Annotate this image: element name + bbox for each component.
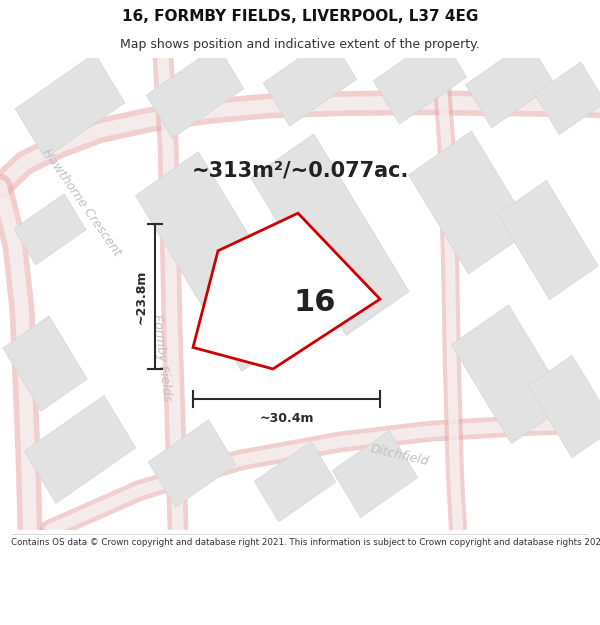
Polygon shape <box>254 441 336 522</box>
Polygon shape <box>263 36 356 126</box>
Text: Contains OS data © Crown copyright and database right 2021. This information is : Contains OS data © Crown copyright and d… <box>11 538 600 547</box>
Polygon shape <box>466 41 554 128</box>
Text: Ditchfield: Ditchfield <box>370 442 431 468</box>
Polygon shape <box>148 420 236 507</box>
Text: 16: 16 <box>294 288 336 317</box>
Polygon shape <box>409 131 532 274</box>
Text: Hawthorne Crescent: Hawthorne Crescent <box>40 146 124 259</box>
Text: 16, FORMBY FIELDS, LIVERPOOL, L37 4EG: 16, FORMBY FIELDS, LIVERPOOL, L37 4EG <box>122 9 478 24</box>
Polygon shape <box>498 181 598 300</box>
Polygon shape <box>332 431 418 518</box>
Polygon shape <box>14 194 86 265</box>
Polygon shape <box>146 46 244 138</box>
Polygon shape <box>136 152 305 371</box>
Polygon shape <box>15 53 125 158</box>
Text: ~23.8m: ~23.8m <box>134 269 148 324</box>
Polygon shape <box>373 34 467 124</box>
Polygon shape <box>193 213 380 369</box>
Polygon shape <box>452 305 568 444</box>
Polygon shape <box>3 316 87 411</box>
Text: ~313m²/~0.077ac.: ~313m²/~0.077ac. <box>191 160 409 180</box>
Text: Map shows position and indicative extent of the property.: Map shows position and indicative extent… <box>120 38 480 51</box>
Text: Formby Fields: Formby Fields <box>150 314 174 402</box>
Polygon shape <box>251 134 409 336</box>
Polygon shape <box>535 62 600 134</box>
Text: ~30.4m: ~30.4m <box>259 412 314 425</box>
Polygon shape <box>529 355 600 458</box>
Polygon shape <box>25 396 136 503</box>
